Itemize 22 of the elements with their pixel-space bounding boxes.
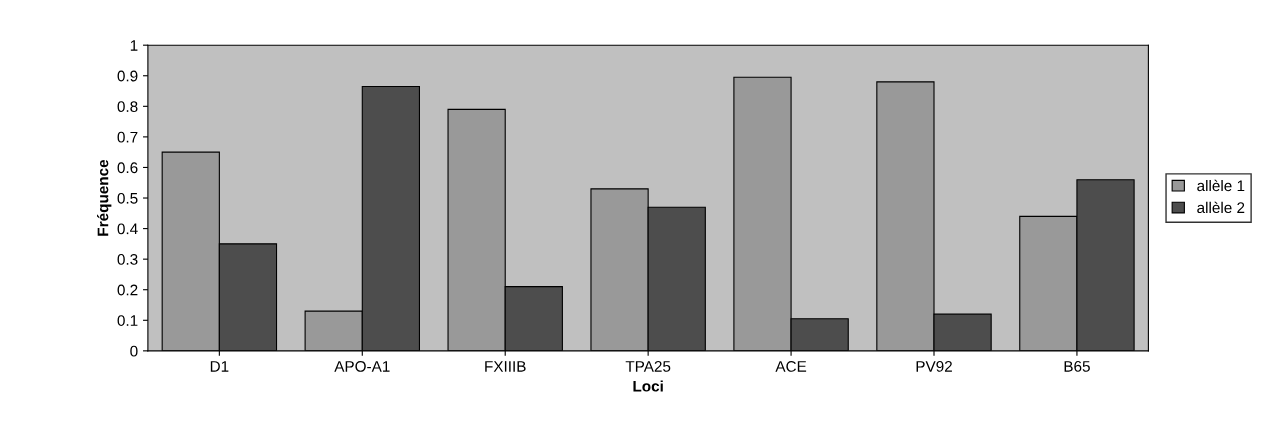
y-tick-label: 0.1: [117, 315, 138, 326]
x-tick-label: FXIIIB: [485, 361, 526, 372]
x-tick-label: ACE: [775, 360, 807, 372]
y-tick-label: 0.3: [117, 254, 138, 265]
y-tick-label: 0.7: [117, 131, 138, 143]
x-tick-label: PV92: [916, 360, 952, 372]
x-tick-label: APO-A1: [334, 360, 390, 372]
x-tick-label: B65: [1064, 360, 1090, 372]
y-tick-label: 0.8: [117, 101, 138, 113]
y-tick-label: 0.2: [117, 284, 138, 296]
y-tick-label: 0: [130, 345, 138, 357]
legend-label: allèle 1: [1197, 179, 1245, 192]
y-tick-label: 0.6: [117, 162, 138, 174]
y-tick-label: 1: [130, 40, 138, 51]
y-tick-label: 0.9: [117, 70, 138, 82]
y-tick-label: 0.4: [117, 223, 138, 235]
x-tick-label: TPA25: [625, 360, 671, 372]
legend-label: allèle 2: [1197, 201, 1245, 214]
y-tick-label: 0.5: [117, 192, 138, 204]
x-axis-title: Loci: [633, 380, 663, 392]
x-tick-label: D1: [210, 361, 229, 372]
y-axis-title: Fréquence: [97, 159, 112, 236]
